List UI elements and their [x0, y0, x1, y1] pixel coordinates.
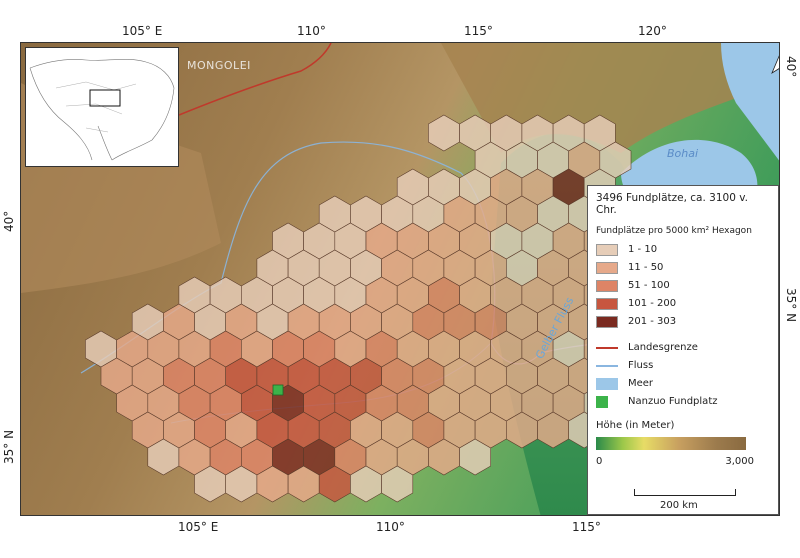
map-legend: 3496 Fundplätze, ca. 3100 v. Chr. Fundpl… — [587, 185, 779, 515]
elevation-ramp — [596, 437, 746, 450]
right-tick-40: 40° — [784, 56, 798, 78]
nanzuo-site-marker — [272, 384, 284, 396]
hexagon-cell — [381, 465, 414, 503]
bottom-tick-115: 115° — [572, 520, 601, 534]
legend-title: 3496 Fundplätze, ca. 3100 v. Chr. — [596, 192, 748, 216]
left-tick-40: 40° — [2, 210, 16, 232]
inset-borders — [55, 81, 137, 133]
sea-label: Bohai — [667, 147, 699, 160]
left-tick-35: 35° N — [2, 429, 16, 464]
legend-subtitle: Fundplätze pro 5000 km² Hexagon — [596, 226, 752, 236]
inset-map — [25, 47, 179, 167]
legend-swatch — [596, 315, 618, 328]
legend-class-4: 101 - 200 — [596, 296, 770, 311]
legend-swatch — [596, 243, 618, 256]
bottom-tick-105: 105° E — [178, 520, 219, 534]
legend-nanzuo: Nanzuo Fundplatz — [596, 394, 770, 409]
scale-label: 200 km — [660, 500, 698, 511]
legend-swatch — [596, 297, 618, 310]
legend-class-1: 1 - 10 — [596, 242, 770, 257]
top-tick-115: 115° — [464, 24, 493, 38]
legend-sea: Meer — [596, 376, 770, 391]
country-border — [178, 43, 332, 116]
inset-extent-box — [89, 89, 121, 107]
inset-asia-outline — [29, 58, 175, 161]
yellow-sea — [721, 43, 779, 161]
legend-class-5: 201 - 303 — [596, 314, 770, 329]
hexagon-cell — [459, 438, 492, 476]
top-tick-120: 120° — [638, 24, 667, 38]
elevation-max: 3,000 — [725, 456, 754, 467]
top-tick-105: 105° E — [122, 24, 163, 38]
scale-bar — [634, 489, 736, 496]
elevation-title: Höhe (in Meter) — [596, 420, 675, 431]
legend-border-line: Landesgrenze — [596, 340, 770, 355]
top-tick-110: 110° — [297, 24, 326, 38]
legend-class-2: 11 - 50 — [596, 260, 770, 275]
legend-class-3: 51 - 100 — [596, 278, 770, 293]
country-label: MONGOLEI — [187, 59, 251, 72]
legend-swatch — [596, 261, 618, 274]
right-tick-35: 35° N — [784, 288, 798, 323]
legend-swatch — [596, 279, 618, 292]
map-frame: MONGOLEI Bohai Gelber Fluss 3496 Fundplä… — [20, 42, 780, 516]
elevation-min: 0 — [596, 456, 603, 467]
bottom-tick-110: 110° — [376, 520, 405, 534]
legend-river-line: Fluss — [596, 358, 770, 373]
